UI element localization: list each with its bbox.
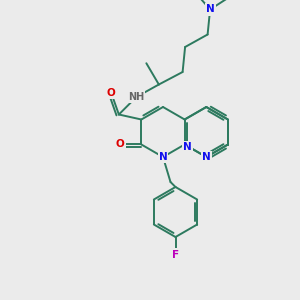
Text: N: N — [206, 4, 214, 14]
Text: N: N — [183, 142, 192, 152]
Text: F: F — [172, 250, 179, 260]
Text: O: O — [116, 140, 124, 149]
Text: NH: NH — [128, 92, 145, 102]
Text: N: N — [202, 152, 211, 162]
Text: O: O — [107, 88, 116, 98]
Text: N: N — [159, 152, 167, 162]
